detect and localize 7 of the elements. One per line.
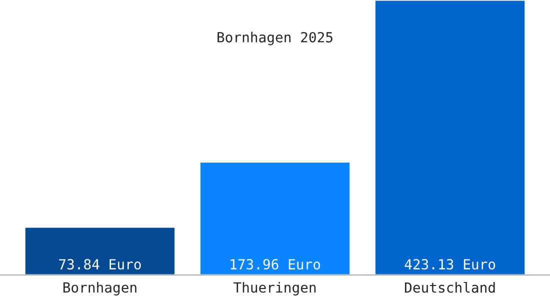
x-tick-label: Deutschland — [404, 282, 495, 293]
x-tick-label: Bornhagen — [63, 282, 136, 296]
data-label: 73.84 Euro — [59, 259, 141, 270]
x-tick-label: Thueringen — [234, 282, 316, 296]
text: Bornhagen 2025 — [218, 32, 332, 46]
data-label: 173.96 Euro — [230, 259, 320, 270]
data-label: 423.13 Euro — [404, 259, 496, 270]
